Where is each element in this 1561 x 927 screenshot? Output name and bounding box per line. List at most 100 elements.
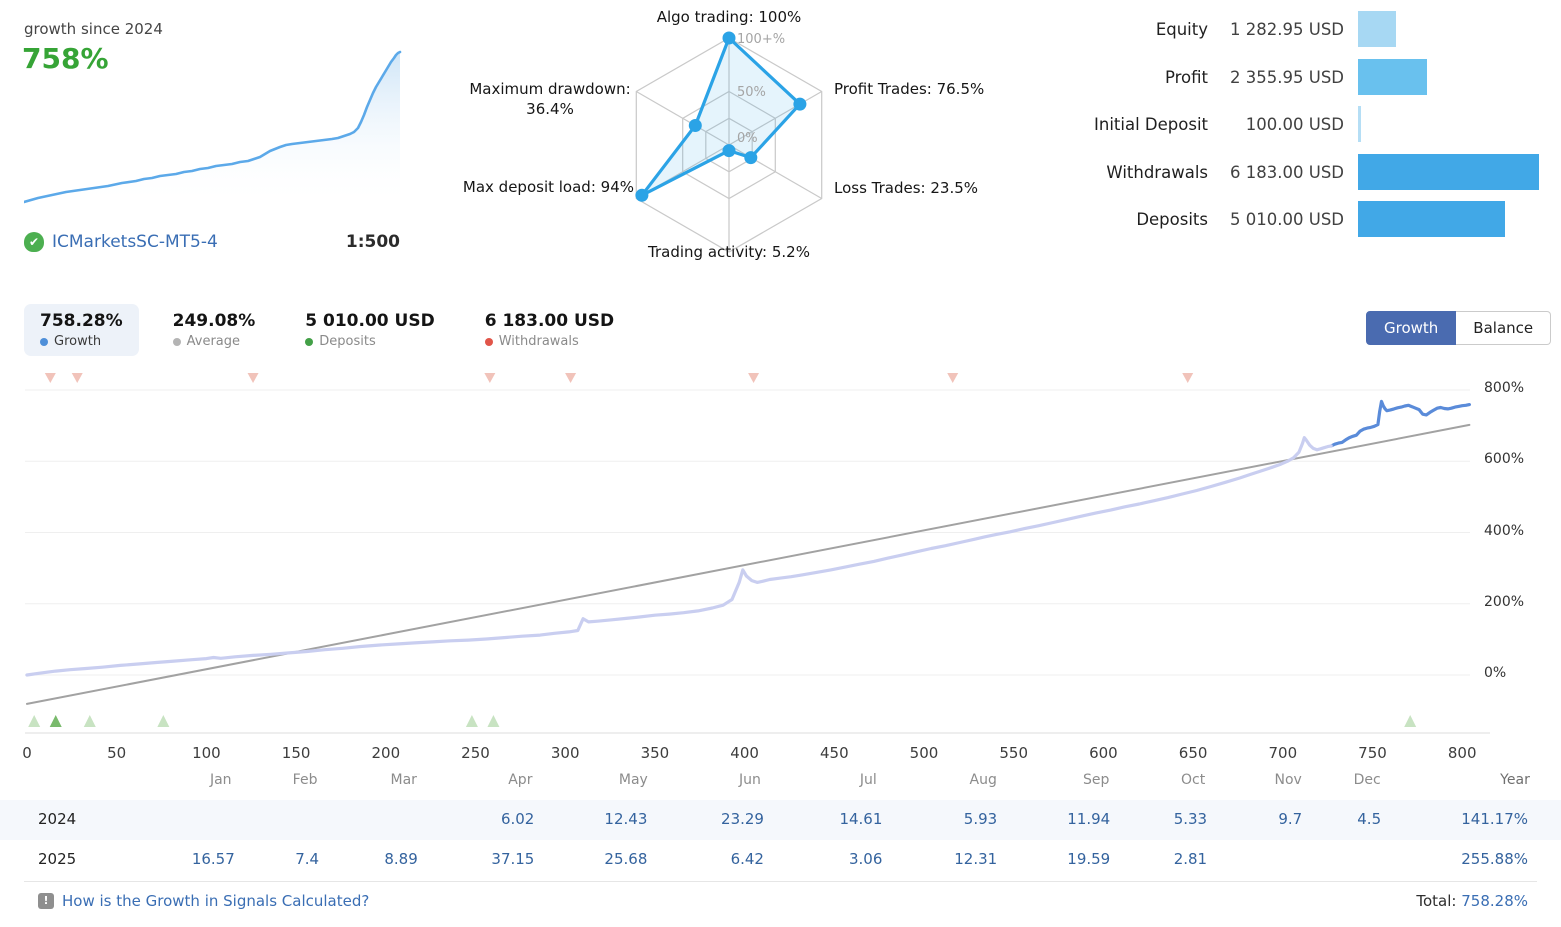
radar-data-point [688, 119, 702, 132]
radar-grid-spoke [728, 90, 822, 146]
stat-chip-label: Deposits [319, 334, 376, 349]
balance-row: Deposits 5 010.00 USD [1020, 198, 1561, 244]
withdrawal-marker-icon [748, 373, 760, 383]
radar-data-point [744, 151, 758, 165]
growth-tab-button[interactable]: Growth [1366, 311, 1457, 345]
growth-balance-toggle: Growth Balance [1366, 311, 1552, 345]
radar-axis-label-maximum-drawdown: Maximum drawdown: 36.4% [469, 80, 631, 119]
withdrawal-marker-icon [71, 373, 83, 383]
radar-ring-label-100: 100+% [737, 32, 786, 47]
table-month-value: 37.15 [491, 850, 535, 868]
x-axis-tick-label: 700 [1268, 744, 1298, 762]
help-icon: ! [38, 893, 54, 909]
balance-row-value: 2 355.95 USD [1230, 67, 1344, 87]
x-axis-tick-label: 150 [281, 744, 311, 762]
y-axis-label: 600% [1484, 451, 1525, 468]
table-month-value: 7.4 [295, 850, 320, 868]
radar-data-point [722, 144, 736, 158]
withdrawal-markers [44, 373, 1194, 383]
balance-row-bar [1358, 106, 1361, 142]
stat-chip-growth[interactable]: 758.28% Growth [24, 304, 139, 356]
growth-value: 758% [22, 42, 109, 75]
radar-axis-label-profit-trades: Profit Trades: 76.5% [834, 80, 985, 98]
radar-axis-label-max-deposit-load: Max deposit load: 94% [462, 178, 634, 196]
growth-chart-canvas [25, 373, 1490, 734]
stat-chip-deposits[interactable]: 5 010.00 USD Deposits [289, 304, 450, 356]
table-month-value: 3.06 [848, 850, 883, 868]
radar-ring-label-50: 50% [737, 85, 766, 100]
stat-chip-average[interactable]: 249.08% Average [157, 304, 272, 356]
radar-ring-label-0: 0% [737, 131, 758, 146]
stat-chip-dot-icon [40, 337, 48, 346]
table-row-2025: 2025 16.57 7.4 8.89 37.15 25.68 6.42 3.06 12.31 1… [0, 840, 1561, 880]
table-month-value: 8.89 [384, 850, 418, 868]
x-axis-tick-label: 250 [461, 744, 490, 762]
deposit-marker-icon [157, 715, 170, 727]
balance-row-value: 5 010.00 USD [1230, 210, 1344, 229]
balance-row-label: Equity [1155, 20, 1208, 39]
x-axis-tick-label: 350 [640, 744, 670, 762]
deposit-marker-icon [28, 715, 41, 727]
month-label: Jul [859, 772, 877, 788]
x-axis-tick-label: 600 [1089, 744, 1118, 762]
main-growth-chart[interactable]: 0% 200% 400% 600% 800% 0 50 100 150 200 250 300 350 4… [0, 370, 1561, 792]
month-label: Jun [739, 772, 761, 788]
withdrawal-marker-icon [484, 373, 496, 383]
x-axis-tick-label: 650 [1178, 744, 1208, 762]
balance-tab-button[interactable]: Balance [1456, 311, 1552, 345]
stat-chip-label: Withdrawals [498, 334, 579, 349]
stat-chip-value: 5 010.00 USD [305, 311, 435, 331]
x-axis-tick-label: 300 [550, 744, 580, 762]
table-month-value: 2.81 [1173, 850, 1208, 868]
total-label: Total: [1416, 892, 1457, 910]
withdrawal-marker-icon [1182, 373, 1194, 383]
broker-row: ✔ ICMarketsSC-MT5-4 1:500 [24, 231, 400, 257]
x-axis-tick-label: 100 [192, 744, 221, 762]
balance-row-bar [1358, 153, 1539, 190]
table-month-value: 5.33 [1173, 810, 1208, 828]
radar-grid-spoke [636, 90, 730, 146]
x-axis-tick-label: 0 [22, 744, 32, 762]
x-axis-tick-label: 800 [1447, 744, 1477, 762]
month-label: Sep [1083, 772, 1110, 788]
broker-name-link[interactable]: ICMarketsSC-MT5-4 [52, 231, 218, 252]
total-box: Total: 758.28% [1416, 892, 1528, 910]
mini-growth-chart [24, 50, 402, 207]
month-label-year: Year [1500, 772, 1530, 788]
stat-chip-sub: Growth [40, 334, 123, 349]
table-month-value: 14.61 [839, 810, 883, 828]
series-growth-history [25, 436, 1333, 677]
series-growth-recent [1329, 399, 1472, 448]
table-month-value: 5.93 [963, 810, 998, 828]
table-row-2024: 2024 6.02 12.43 23.29 14.61 5.93 11.94 5.33 9.7 4… [0, 800, 1561, 840]
month-label: Mar [390, 772, 417, 788]
withdrawal-marker-icon [565, 373, 577, 383]
table-month-value: 6.42 [730, 850, 764, 868]
table-year-label: 2024 [38, 810, 77, 828]
x-axis-tick-label: 50 [107, 744, 127, 762]
radar-data-point [722, 31, 736, 45]
balance-row-value: 1 282.95 USD [1230, 20, 1344, 39]
x-axis-tick-label: 550 [999, 744, 1029, 762]
withdrawal-marker-icon [247, 373, 259, 383]
table-month-value: 12.31 [954, 850, 998, 868]
growth-help-link[interactable]: How is the Growth in Signals Calculated? [62, 892, 370, 910]
table-month-value: 9.7 [1278, 810, 1303, 828]
stat-chip-label: Average [186, 334, 241, 349]
month-label: Dec [1353, 772, 1381, 788]
verified-badge-icon: ✔ [24, 231, 44, 252]
balance-row-label: Withdrawals [1106, 162, 1208, 182]
table-year-total: 255.88% [1461, 850, 1528, 868]
radar-data-point [635, 188, 649, 202]
month-label: Apr [508, 772, 533, 788]
radar-axis-label-loss-trades: Loss Trades: 23.5% [834, 179, 979, 197]
distribution-radar-chart [635, 31, 823, 253]
stat-chip-withdrawals[interactable]: 6 183.00 USD Withdrawals [469, 304, 630, 356]
x-axis-tick-label: 400 [730, 744, 759, 762]
x-axis-tick-label: 200 [371, 744, 401, 762]
deposit-marker-icon [49, 715, 62, 727]
balance-row-label: Initial Deposit [1094, 115, 1208, 134]
y-axis-label: 400% [1484, 522, 1525, 539]
x-axis-tick-label: 450 [819, 744, 849, 762]
stat-chip-value: 6 183.00 USD [484, 311, 615, 331]
